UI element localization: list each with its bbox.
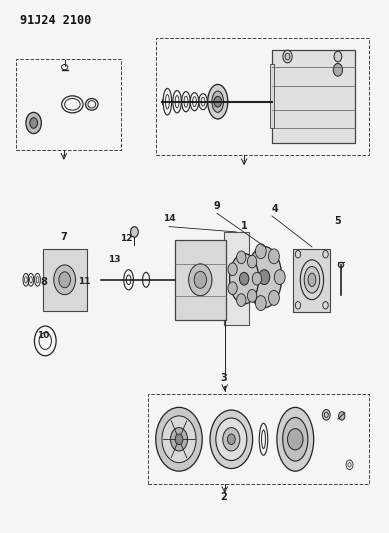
Circle shape: [156, 407, 202, 471]
Bar: [175, 240, 226, 320]
Bar: [293, 249, 330, 312]
Circle shape: [287, 429, 303, 450]
Bar: [270, 64, 274, 128]
Circle shape: [223, 427, 240, 451]
Circle shape: [228, 263, 237, 276]
Ellipse shape: [230, 254, 259, 304]
Circle shape: [228, 434, 235, 445]
Circle shape: [189, 264, 212, 296]
Circle shape: [228, 282, 237, 295]
Ellipse shape: [304, 266, 320, 293]
Text: 1: 1: [241, 221, 248, 231]
Text: 91J24 2100: 91J24 2100: [20, 14, 91, 27]
Text: 5: 5: [334, 216, 341, 226]
Circle shape: [339, 411, 345, 420]
Circle shape: [247, 289, 257, 302]
Text: 9: 9: [213, 201, 220, 211]
Circle shape: [210, 410, 252, 469]
Ellipse shape: [283, 417, 308, 461]
Circle shape: [131, 227, 138, 237]
Text: 13: 13: [109, 255, 121, 264]
Circle shape: [268, 249, 279, 264]
Circle shape: [26, 112, 41, 134]
Circle shape: [216, 418, 247, 461]
Ellipse shape: [247, 247, 282, 308]
Circle shape: [54, 265, 75, 295]
Ellipse shape: [277, 407, 314, 471]
Circle shape: [237, 294, 246, 306]
Circle shape: [259, 270, 270, 285]
Polygon shape: [224, 232, 249, 325]
Circle shape: [175, 434, 183, 445]
Circle shape: [268, 290, 279, 305]
Text: 4: 4: [272, 204, 279, 214]
Circle shape: [252, 272, 261, 285]
Text: 11: 11: [78, 277, 91, 286]
Circle shape: [274, 270, 285, 285]
Text: 7: 7: [61, 232, 68, 242]
Circle shape: [256, 296, 266, 311]
Ellipse shape: [308, 273, 316, 286]
Circle shape: [162, 416, 196, 463]
Circle shape: [322, 409, 330, 420]
Circle shape: [170, 427, 187, 451]
Bar: [16, 59, 121, 150]
Circle shape: [334, 51, 342, 62]
Bar: [156, 38, 369, 155]
Text: 2: 2: [220, 492, 227, 503]
Text: 8: 8: [40, 277, 47, 287]
Circle shape: [283, 50, 292, 63]
Circle shape: [237, 251, 246, 264]
Circle shape: [194, 271, 207, 288]
Ellipse shape: [338, 262, 344, 268]
Text: 10: 10: [37, 332, 50, 340]
Bar: [148, 394, 369, 484]
Circle shape: [247, 255, 257, 268]
Ellipse shape: [208, 84, 228, 119]
Text: 14: 14: [163, 214, 176, 223]
Bar: [42, 249, 87, 311]
Circle shape: [214, 96, 222, 107]
Circle shape: [245, 258, 256, 273]
Bar: [272, 50, 356, 143]
Text: 12: 12: [120, 234, 133, 243]
Circle shape: [59, 272, 70, 288]
Circle shape: [256, 244, 266, 259]
Circle shape: [333, 63, 343, 76]
Ellipse shape: [212, 91, 224, 112]
Circle shape: [245, 281, 256, 296]
Circle shape: [30, 118, 37, 128]
Circle shape: [240, 272, 249, 285]
Text: 3: 3: [220, 373, 227, 383]
